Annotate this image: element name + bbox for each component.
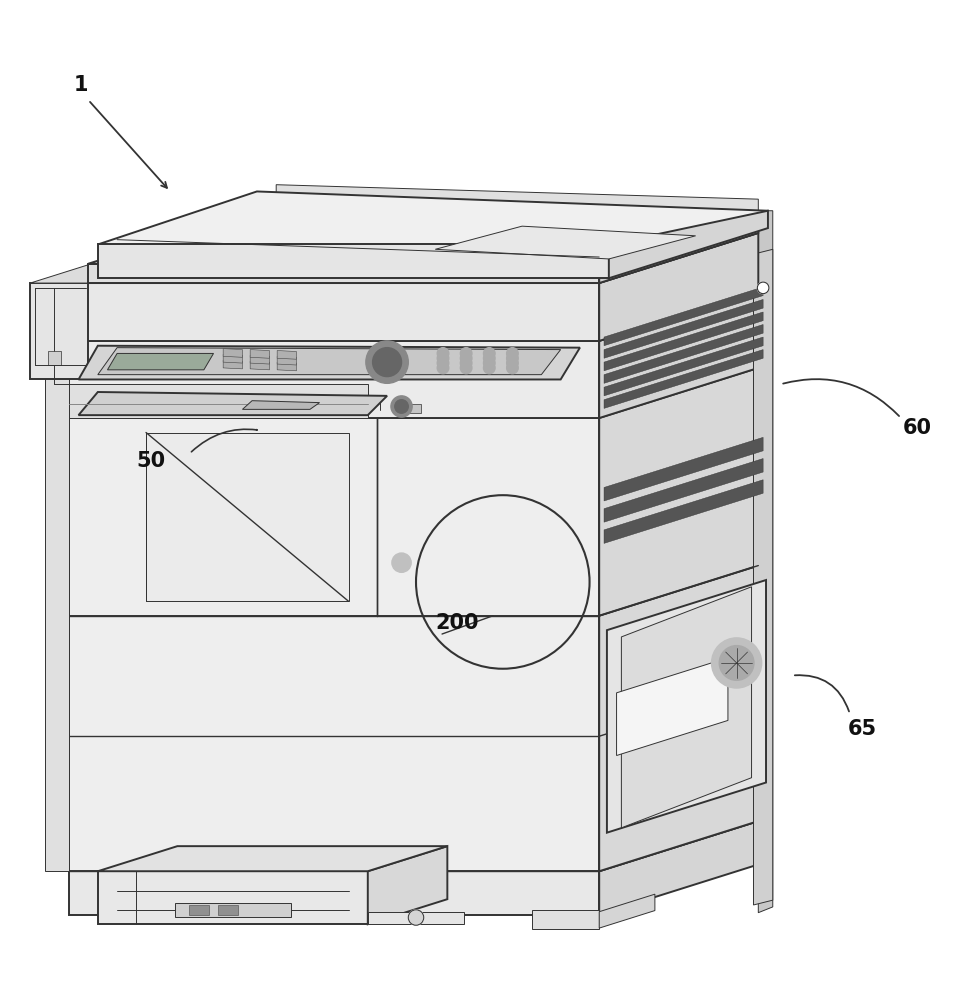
Polygon shape xyxy=(78,346,580,379)
FancyArrowPatch shape xyxy=(191,429,257,452)
Circle shape xyxy=(460,352,472,364)
Circle shape xyxy=(507,352,518,364)
Polygon shape xyxy=(243,401,319,409)
Polygon shape xyxy=(44,283,69,871)
Polygon shape xyxy=(367,912,464,924)
Polygon shape xyxy=(278,351,297,359)
Polygon shape xyxy=(223,354,243,363)
Polygon shape xyxy=(88,264,600,283)
FancyArrowPatch shape xyxy=(783,379,899,416)
Circle shape xyxy=(437,357,449,369)
Circle shape xyxy=(395,400,408,413)
Polygon shape xyxy=(69,418,600,616)
Polygon shape xyxy=(107,353,214,370)
Circle shape xyxy=(484,348,495,359)
Text: 1: 1 xyxy=(73,75,88,95)
Polygon shape xyxy=(604,325,763,383)
Polygon shape xyxy=(223,349,243,357)
Polygon shape xyxy=(69,821,758,871)
Circle shape xyxy=(460,357,472,369)
Circle shape xyxy=(507,362,518,374)
Polygon shape xyxy=(753,249,773,905)
Polygon shape xyxy=(117,199,758,264)
Polygon shape xyxy=(250,361,270,370)
Polygon shape xyxy=(600,566,758,871)
Polygon shape xyxy=(69,283,600,341)
Polygon shape xyxy=(600,894,655,928)
Polygon shape xyxy=(69,384,367,418)
Polygon shape xyxy=(604,459,763,522)
Circle shape xyxy=(507,357,518,369)
Polygon shape xyxy=(146,433,348,601)
Circle shape xyxy=(437,362,449,374)
Polygon shape xyxy=(69,291,758,341)
Polygon shape xyxy=(532,910,600,929)
Text: 200: 200 xyxy=(436,613,480,633)
Text: 65: 65 xyxy=(848,719,877,739)
Polygon shape xyxy=(30,263,152,283)
Polygon shape xyxy=(604,437,763,501)
Polygon shape xyxy=(175,903,291,917)
Circle shape xyxy=(719,646,754,680)
Circle shape xyxy=(437,352,449,364)
Polygon shape xyxy=(367,846,448,924)
Polygon shape xyxy=(435,226,695,259)
Polygon shape xyxy=(277,185,758,214)
Polygon shape xyxy=(250,350,270,358)
Polygon shape xyxy=(223,360,243,369)
Polygon shape xyxy=(47,351,61,365)
Circle shape xyxy=(391,396,412,417)
Polygon shape xyxy=(609,211,768,278)
Polygon shape xyxy=(278,356,297,365)
Circle shape xyxy=(484,362,495,374)
Circle shape xyxy=(460,362,472,374)
FancyArrowPatch shape xyxy=(795,675,849,711)
Polygon shape xyxy=(600,214,758,283)
Polygon shape xyxy=(604,299,763,358)
Polygon shape xyxy=(219,905,238,915)
Text: 50: 50 xyxy=(136,451,165,471)
Polygon shape xyxy=(98,244,609,278)
Polygon shape xyxy=(604,337,763,396)
Polygon shape xyxy=(69,871,600,915)
Polygon shape xyxy=(600,233,758,341)
Polygon shape xyxy=(69,233,758,283)
Polygon shape xyxy=(604,350,763,408)
Polygon shape xyxy=(250,355,270,364)
Circle shape xyxy=(392,553,411,572)
Polygon shape xyxy=(607,580,766,833)
Polygon shape xyxy=(604,480,763,543)
Circle shape xyxy=(507,348,518,359)
Text: 60: 60 xyxy=(903,418,932,438)
Polygon shape xyxy=(600,821,758,915)
Polygon shape xyxy=(98,871,367,924)
Polygon shape xyxy=(30,283,88,379)
Polygon shape xyxy=(98,191,768,264)
Polygon shape xyxy=(98,348,561,375)
Polygon shape xyxy=(278,362,297,371)
Circle shape xyxy=(484,357,495,369)
Polygon shape xyxy=(69,341,600,418)
Polygon shape xyxy=(622,587,751,828)
Polygon shape xyxy=(401,404,421,413)
Polygon shape xyxy=(600,368,758,616)
Circle shape xyxy=(484,352,495,364)
Circle shape xyxy=(437,348,449,359)
Polygon shape xyxy=(69,616,600,871)
Polygon shape xyxy=(758,211,773,913)
Circle shape xyxy=(460,348,472,359)
Circle shape xyxy=(372,348,401,377)
Polygon shape xyxy=(604,287,763,346)
Polygon shape xyxy=(604,312,763,371)
Circle shape xyxy=(408,910,424,925)
Circle shape xyxy=(757,282,769,294)
Polygon shape xyxy=(190,905,209,915)
Polygon shape xyxy=(88,214,758,264)
Circle shape xyxy=(712,638,762,688)
Polygon shape xyxy=(98,846,448,871)
Circle shape xyxy=(366,341,408,383)
Polygon shape xyxy=(600,291,758,418)
Polygon shape xyxy=(78,392,387,415)
Polygon shape xyxy=(617,658,728,756)
